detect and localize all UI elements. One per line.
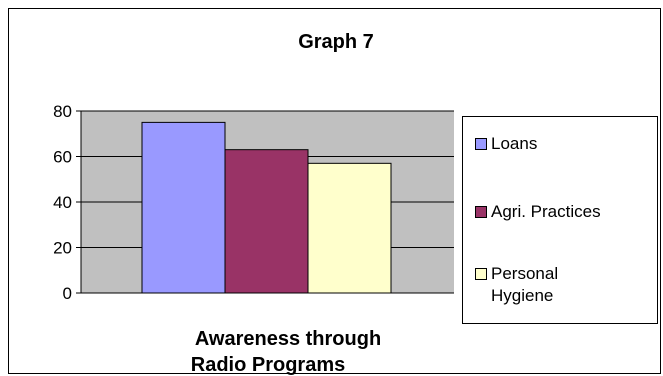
y-axis-ticks: 0 20 40 60 80	[53, 102, 81, 303]
legend-label-personal-hygiene-line-2: Hygiene	[491, 286, 554, 305]
legend: Loans Agri. Practices Personal Hygiene	[462, 116, 658, 324]
y-tick-label: 0	[63, 284, 72, 303]
bar-agri-practices	[224, 149, 309, 294]
legend-item-agri-practices: Agri. Practices	[475, 201, 601, 223]
legend-label-personal-hygiene-line-1: Personal	[491, 264, 559, 283]
bar-loans	[141, 121, 226, 294]
bar-personal-hygiene	[307, 162, 392, 294]
legend-item-personal-hygiene: Personal Hygiene	[475, 263, 558, 307]
y-tick-label: 60	[53, 148, 72, 167]
bars-group	[141, 121, 392, 294]
legend-item-loans: Loans	[475, 133, 537, 155]
x-axis-label-line-2: Radio Programs	[191, 354, 345, 376]
legend-label-agri-practices: Agri. Practices	[491, 202, 601, 221]
chart-title: Graph 7	[298, 31, 374, 53]
x-axis-label-line-1: Awareness through	[195, 328, 381, 350]
legend-swatch-personal-hygiene	[475, 268, 487, 280]
legend-label-loans: Loans	[491, 134, 538, 153]
y-tick-label: 40	[53, 193, 72, 212]
y-tick-label: 20	[53, 239, 72, 258]
legend-label-personal-hygiene: Personal Hygiene	[491, 263, 558, 307]
legend-swatch-loans	[475, 138, 487, 150]
y-tick-label: 80	[53, 102, 72, 121]
legend-swatch-agri-practices	[475, 206, 487, 218]
